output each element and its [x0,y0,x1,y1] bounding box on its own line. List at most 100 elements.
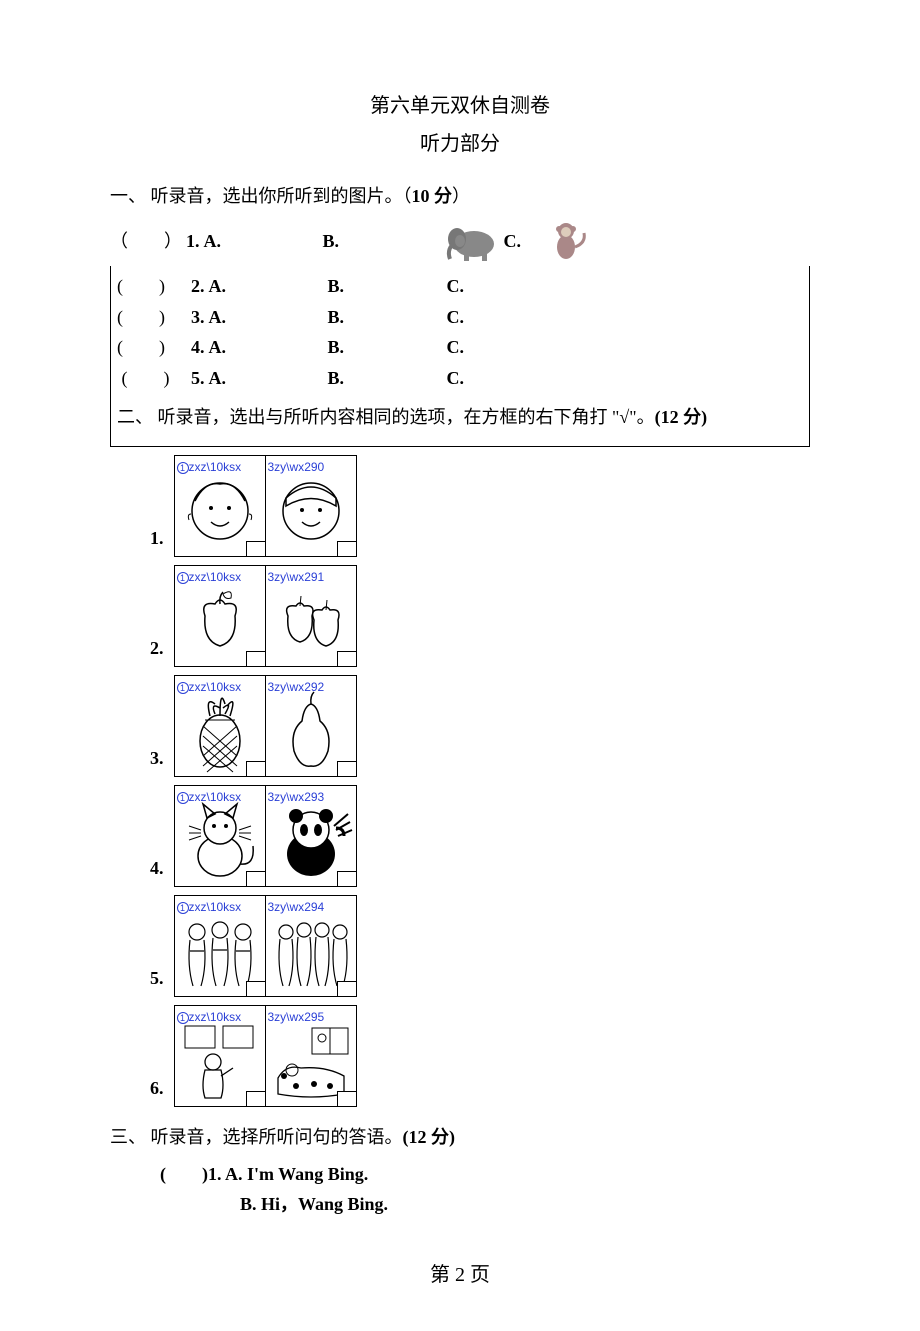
inline-icons: C. [442,219,596,264]
answer-blank[interactable]: ( )1. A. [160,1164,247,1184]
q2-num: 6. [150,1074,164,1107]
opt-a: A. [209,333,324,362]
q3-option-a: ( )1. A. I'm Wang Bing. [160,1160,810,1189]
checkbox[interactable] [246,871,265,886]
watermark: 1zxz\10ksx [177,458,242,477]
option-cell-left[interactable]: 1zxz\10ksx [175,786,266,886]
answer-blank[interactable]: （ ） [110,227,182,256]
q1-row-1: （ ） 1. A. B. C. [110,219,810,264]
opt-b: B. [328,333,443,362]
opt-b: B. [328,303,443,332]
watermark: 1zxz\10ksx [177,898,242,917]
q-num: 1. [186,227,200,256]
opt-c: C. [504,227,534,256]
opt-a: A. [204,227,319,256]
image-pair: 1zxz\10ksx 3zy\wx291 [174,565,357,667]
option-cell-left[interactable]: 1zxz\10ksx [175,896,266,996]
checkbox[interactable] [337,871,356,886]
section2-heading: 二、 听录音，选出与所听内容相同的选项，在方框的右下角打 "√"。(12 分) [117,403,803,432]
section2-prefix: 二、 听录音，选出与所听内容相同的选项，在方框的右下角打 "√"。 [117,407,655,427]
option-cell-right[interactable]: 3zy\wx294 [266,896,356,996]
q2-num: 5. [150,964,164,997]
checkbox[interactable] [337,541,356,556]
opt-c: C. [447,333,477,362]
answer-blank[interactable]: ( ) [117,272,187,301]
elephant-icon [442,219,502,264]
opt-c: C. [447,364,477,393]
option-cell-left[interactable]: 1zxz\10ksx [175,1006,266,1106]
page-subtitle: 听力部分 [110,128,810,160]
option-cell-left[interactable]: 1zxz\10ksx [175,456,266,556]
option-cell-right[interactable]: 3zy\wx291 [266,566,356,666]
watermark: 3zy\wx292 [268,678,325,697]
page-footer: 第 2 页 [110,1259,810,1291]
checkbox[interactable] [246,1091,265,1106]
option-cell-right[interactable]: 3zy\wx292 [266,676,356,776]
option-cell-left[interactable]: 1zxz\10ksx [175,566,266,666]
section1-heading: 一、 听录音，选出你所听到的图片。（10 分） [110,182,810,211]
q2-num: 1. [150,524,164,557]
option-cell-right[interactable]: 3zy\wx290 [266,456,356,556]
opt-a: A. [209,272,324,301]
watermark: 1zxz\10ksx [177,1008,242,1027]
q2-item-3: 3. 1zxz\10ksx 3zy\wx292 [150,675,810,777]
checkbox[interactable] [337,761,356,776]
image-pair: 1zxz\10ksx 3zy\wx290 [174,455,357,557]
opt-b: B. [323,227,438,256]
checkbox[interactable] [337,981,356,996]
q2-num: 4. [150,854,164,887]
opt-c: C. [447,272,477,301]
q2-item-6: 6. 1zxz\10ksx 3zy\wx295 [150,1005,810,1107]
q2-item-1: 1. 1zxz\10ksx 3zy\wx290 [150,455,810,557]
image-pair: 1zxz\10ksx 3zy\wx292 [174,675,357,777]
section1-points: 10 分 [412,186,453,206]
q3-block: ( )1. A. I'm Wang Bing. B. Hi，Wang Bing. [160,1160,810,1220]
q2-item-4: 4. 1zxz\10ksx 3zy\wx293 [150,785,810,887]
q2-num: 2. [150,634,164,667]
section3-prefix: 三、 听录音，选择所听问句的答语。 [110,1127,403,1147]
option-cell-right[interactable]: 3zy\wx295 [266,1006,356,1106]
option-cell-left[interactable]: 1zxz\10ksx [175,676,266,776]
watermark: 1zxz\10ksx [177,568,242,587]
option-cell-right[interactable]: 3zy\wx293 [266,786,356,886]
image-pair: 1zxz\10ksx 3zy\wx295 [174,1005,357,1107]
checkbox[interactable] [246,761,265,776]
section1-box: （ ） 1. A. B. C. [110,219,810,447]
q1-row-2: ( ) 2. A. B. C. [117,272,803,301]
worksheet-page: 第六单元双休自测卷 听力部分 一、 听录音，选出你所听到的图片。（10 分） （… [0,0,920,1331]
q-num: 4. [191,333,205,362]
section1-prefix: 一、 听录音，选出你所听到的图片。（ [110,186,412,206]
opt-c: C. [447,303,477,332]
image-pair: 1zxz\10ksx 3zy\wx293 [174,785,357,887]
answer-blank[interactable]: ( ) [117,364,187,393]
checkbox[interactable] [337,651,356,666]
checkbox[interactable] [246,541,265,556]
q2-item-5: 5. 1zxz\10ksx 3zy\wx294 [150,895,810,997]
checkbox[interactable] [246,651,265,666]
answer-blank[interactable]: ( ) [117,333,187,362]
page-title: 第六单元双休自测卷 [110,90,810,122]
q-num: 5. [191,364,205,393]
q1-row-4: ( ) 4. A. B. C. [117,333,803,362]
watermark: 3zy\wx295 [268,1008,325,1027]
q-num: 2. [191,272,205,301]
checkbox[interactable] [246,981,265,996]
opt-a: A. [209,303,324,332]
section3-points: (12 分) [403,1127,456,1147]
opt-b: B. [328,364,443,393]
image-pair: 1zxz\10ksx 3zy\wx294 [174,895,357,997]
answer-blank[interactable]: ( ) [117,303,187,332]
monkey-icon [536,219,596,264]
q-num: 3. [191,303,205,332]
watermark: 1zxz\10ksx [177,678,242,697]
section2-points: (12 分) [655,407,708,427]
q1-row-3: ( ) 3. A. B. C. [117,303,803,332]
watermark: 3zy\wx291 [268,568,325,587]
checkbox[interactable] [337,1091,356,1106]
section3-heading: 三、 听录音，选择所听问句的答语。(12 分) [110,1123,810,1152]
q1-row-5: ( ) 5. A. B. C. [117,364,803,393]
watermark: 3zy\wx293 [268,788,325,807]
opt-b: B. [328,272,443,301]
watermark: 3zy\wx290 [268,458,325,477]
watermark: 1zxz\10ksx [177,788,242,807]
